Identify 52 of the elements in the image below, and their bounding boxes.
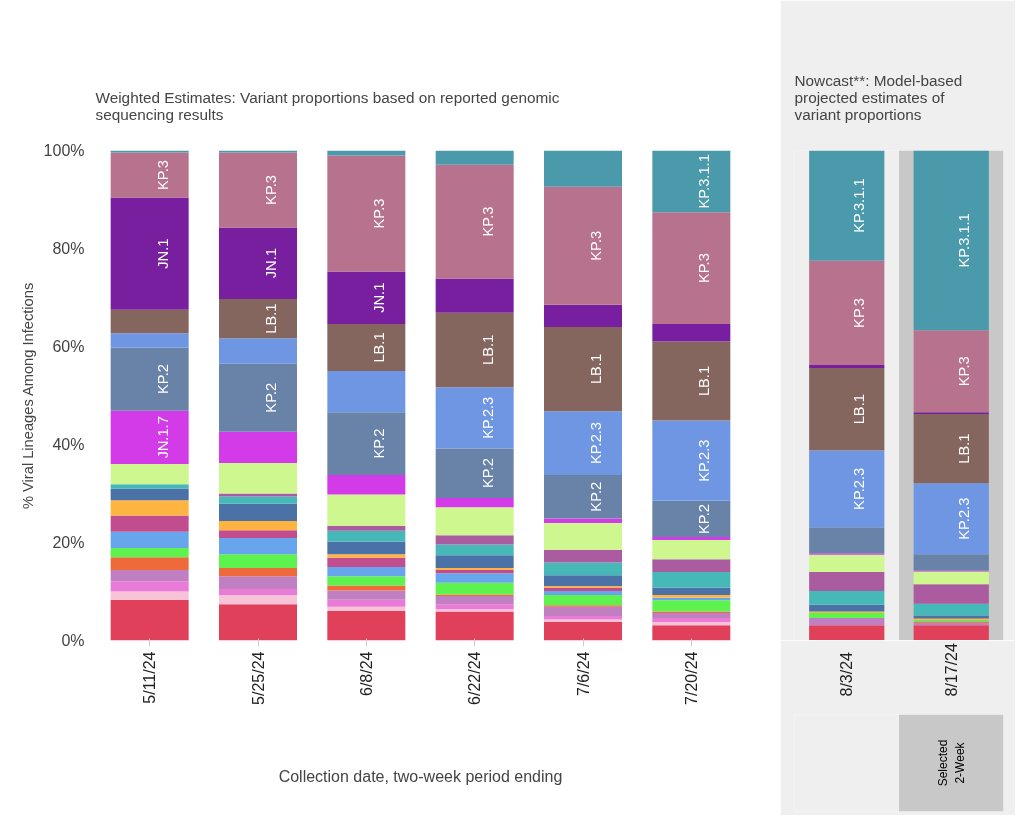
- x-tick-label: 7/6/24: [574, 651, 592, 696]
- data-label: KP.2.3: [696, 439, 713, 482]
- x-tick-label: 7/20/24: [682, 651, 700, 705]
- x-tick-label: 6/22/24: [466, 651, 484, 705]
- data-label: KP.2: [588, 481, 604, 512]
- data-label: KP.2: [154, 364, 171, 395]
- chart-title: Nowcast**: Model-based projected estimates of variant proportions: [794, 72, 963, 123]
- data-label: JN.1: [263, 248, 279, 279]
- data-label: KP.3: [479, 206, 496, 237]
- data-label: JN.1: [371, 282, 388, 313]
- chart-title: Weighted Estimates: Variant proportions based on reported genomic sequencing results: [95, 89, 560, 123]
- data-label: KP.3: [851, 297, 868, 328]
- data-label: KP.2: [696, 504, 713, 534]
- data-label: KP.3: [588, 230, 604, 261]
- y-tick-label: 60%: [52, 338, 85, 355]
- data-label: KP.3: [154, 160, 171, 190]
- data-label: KP.3: [696, 253, 713, 284]
- y-tick-label: 20%: [52, 534, 85, 551]
- data-label: KP.3.1.1: [696, 154, 713, 209]
- y-axis-title: % Viral Lineages Among Infections: [19, 282, 36, 510]
- y-tick-label: 40%: [52, 436, 85, 453]
- data-label: KP.2.3: [955, 497, 972, 540]
- x-tick-label: 8/17/24: [942, 643, 960, 697]
- data-label: KP.2.3: [479, 396, 496, 439]
- data-label: KP.2.3: [588, 421, 604, 465]
- x-axis-title: Collection date, two-week period ending: [278, 767, 563, 785]
- x-tick-label: 5/25/24: [249, 651, 267, 705]
- data-label: KP.3: [955, 356, 972, 387]
- data-label: JN.1: [154, 238, 171, 269]
- data-label: KP.3: [263, 175, 279, 205]
- x-tick-label: 5/11/24: [141, 651, 159, 704]
- data-label: JN.1.7: [154, 416, 171, 459]
- data-label: LB.1: [263, 303, 279, 334]
- data-label: KP.3: [371, 198, 388, 229]
- data-label: KP.3.1.1: [955, 213, 972, 268]
- x-tick-label: 8/3/24: [838, 651, 856, 697]
- y-tick-label: 80%: [52, 240, 85, 257]
- data-label: KP.2: [371, 428, 388, 459]
- y-tick-label: 0%: [61, 632, 85, 649]
- x-tick-label: 6/8/24: [357, 651, 375, 696]
- data-label: LB.1: [955, 433, 972, 464]
- data-label: LB.1: [851, 394, 868, 425]
- data-label: KP.2.3: [851, 467, 868, 510]
- data-label: LB.1: [696, 365, 713, 397]
- data-label: KP.2: [263, 382, 279, 413]
- text: Selected 2-Week: [935, 739, 967, 787]
- data-label: LB.1: [371, 332, 388, 363]
- data-label: LB.1: [479, 334, 496, 365]
- y-tick-label: 100%: [43, 142, 85, 159]
- data-label: KP.3.1.1: [851, 178, 868, 233]
- data-label: LB.1: [588, 353, 604, 385]
- data-label: KP.2: [479, 458, 496, 489]
